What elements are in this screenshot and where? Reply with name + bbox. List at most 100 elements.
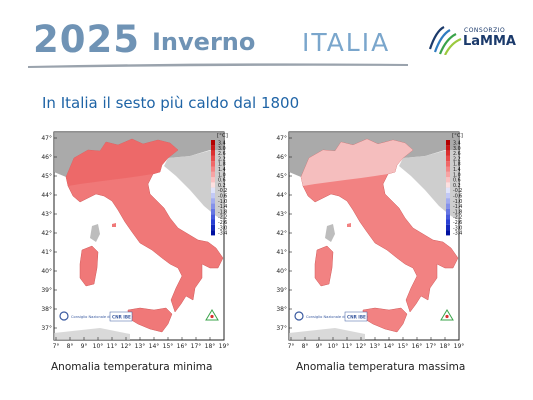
legend-swatch (211, 161, 215, 167)
legend-swatch (446, 203, 450, 209)
header: 2025 Inverno ITALIA CONSORZIO LaMMA (0, 0, 533, 70)
lon-tick-label: 8° (302, 343, 309, 348)
alps-relief (54, 132, 224, 177)
cnr-ibe-logo (109, 311, 133, 322)
legend-value: 2.6 (218, 151, 226, 157)
lamma-logo-icon (428, 26, 462, 55)
legend-swatch (211, 219, 215, 225)
lat-tick-label: 40° (276, 268, 287, 275)
map-panel-max: 47° 46° 45° 44° 43° 42° 41° 40° 39° 38° 37° 7° 8° 9° 1… (275, 128, 497, 348)
sardinia-anomaly-area (79, 245, 99, 287)
lon-tick-label: 18° (205, 343, 216, 348)
lat-tick-label: 42° (41, 230, 52, 237)
cnr-ibe-logo (344, 311, 368, 322)
north-italy-anomaly-area (301, 139, 413, 186)
emblem-dot-icon (445, 314, 449, 319)
lat-tick-label: 46° (276, 154, 287, 161)
legend-value: 2.2 (453, 156, 461, 162)
corsica (90, 224, 100, 242)
elba (112, 223, 116, 227)
legend-value: -0.2 (453, 188, 462, 194)
legend-value: 0.2 (218, 183, 226, 189)
lon-tick-label: 15° (398, 343, 409, 348)
legend-value: -2.2 (453, 215, 462, 221)
lon-tick-label: 19° (219, 343, 230, 348)
emblem-dot-icon (210, 314, 214, 319)
legend-value: -2.6 (218, 220, 227, 226)
legend-swatch (446, 208, 450, 215)
legend-swatch (211, 145, 215, 151)
legend-swatch (211, 182, 215, 188)
legend-swatch (446, 214, 450, 220)
lon-tick-label: 8° (67, 343, 74, 348)
lon-tick-label: 7° (288, 343, 295, 348)
legend-value: -3.0 (218, 225, 227, 231)
lon-tick-label: 18° (440, 343, 451, 348)
lon-tick-label: 7° (53, 343, 60, 348)
legend-value: -0.6 (218, 194, 227, 200)
legend-value: -0.6 (453, 194, 462, 200)
lat-tick-label: 45° (276, 173, 287, 180)
legend-value: 1.4 (453, 167, 461, 173)
credit-left-text: Consiglio Nazionale delle Ricerche (71, 315, 133, 319)
legend-swatch (446, 193, 450, 199)
lat-tick-label: 44° (41, 192, 52, 199)
legend-swatch (211, 230, 215, 236)
legend-swatch (211, 224, 215, 231)
lon-tick-label: 13° (370, 343, 381, 348)
lat-tick-label: 37° (41, 325, 52, 332)
legend-swatch (211, 140, 215, 146)
balkans-relief (164, 150, 224, 220)
lon-tick-label: 17° (426, 343, 437, 348)
legend-value: -1.0 (453, 199, 462, 205)
legend-value: 1.4 (218, 167, 226, 173)
lat-tick-label: 42° (276, 230, 287, 237)
legend-swatch (446, 198, 450, 204)
lon-tick-label: 12° (121, 343, 132, 348)
lat-tick-label: 43° (41, 211, 52, 218)
lon-tick-label: 13° (135, 343, 146, 348)
map-svg: 47° 46° 45° 44° 43° 42° 41° 40° 39° 38° 37° 7° 8° 9° 1… (276, 131, 465, 348)
sicily-anomaly-area (127, 307, 173, 333)
legend-value: -0.2 (218, 188, 227, 194)
legend-swatch (211, 171, 215, 178)
legend-swatch (446, 145, 450, 151)
map-panel-min: 47° 46° 45° 44° 43° 42° 41° 40° 39° 38° 37° 7° 8° 9° 1… (40, 128, 262, 348)
legend-swatch (211, 203, 215, 209)
lat-tick-label: 39° (276, 287, 287, 294)
legend-value: -3.0 (453, 225, 462, 231)
africa-relief (289, 328, 365, 340)
lon-tick-label: 19° (454, 343, 465, 348)
lon-tick-label: 15° (163, 343, 174, 348)
cnr-logo-icon (294, 311, 304, 321)
legend-swatch (446, 224, 450, 231)
legend-value: -1.4 (218, 204, 227, 210)
legend-swatch (211, 198, 215, 204)
legend-value: -1.4 (453, 204, 462, 210)
lon-tick-label: 16° (412, 343, 423, 348)
legend-swatch (446, 219, 450, 225)
legend-value: 0.6 (453, 178, 461, 184)
lon-tick-label: 11° (107, 343, 118, 348)
legend-value: -2.6 (453, 220, 462, 226)
lat-tick-label: 45° (41, 173, 52, 180)
legend-swatch (446, 150, 450, 156)
lamma-logo: CONSORZIO LaMMA (428, 25, 524, 57)
lat-tick-label: 38° (276, 306, 287, 313)
legend-swatch (211, 214, 215, 220)
legend-swatch (211, 155, 215, 162)
lon-tick-label: 11° (342, 343, 353, 348)
lat-tick-label: 46° (41, 154, 52, 161)
legend-value: -3.4 (218, 231, 227, 237)
credit-right-text: CNR IBE (112, 315, 131, 320)
legend-swatch (211, 166, 215, 172)
legend-value: 3.4 (218, 141, 226, 147)
title-underline (28, 63, 408, 68)
legend-value: 3.4 (453, 141, 461, 147)
legend-value: 0.2 (453, 183, 461, 189)
legend-swatch (211, 177, 215, 183)
lat-tick-label: 47° (41, 135, 52, 142)
lat-tick-label: 44° (276, 192, 287, 199)
lat-tick-label: 37° (276, 325, 287, 332)
logo-lamma-text: LaMMA (463, 34, 516, 49)
